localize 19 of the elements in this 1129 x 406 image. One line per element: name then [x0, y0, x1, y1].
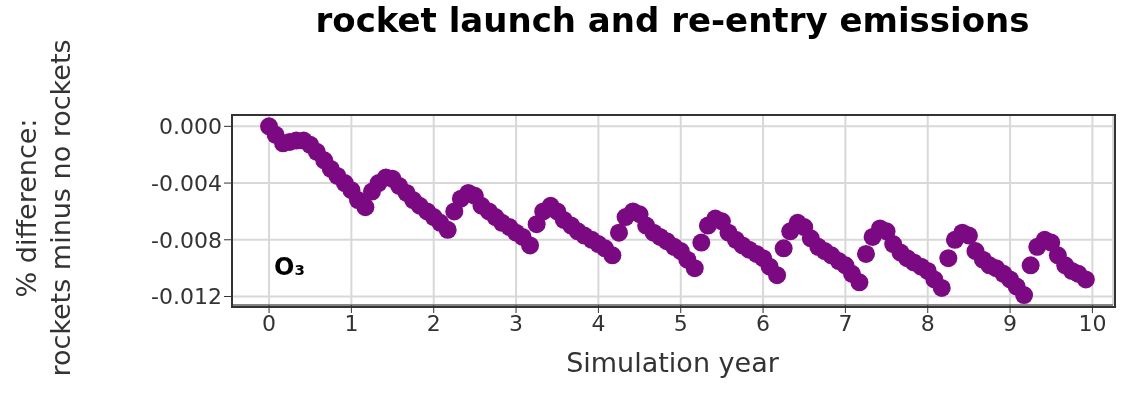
x-tick-label: 10	[1078, 310, 1107, 336]
x-tick-label: 8	[920, 310, 935, 336]
x-tick-label: 4	[591, 310, 606, 336]
y-tick-label: -0.008	[151, 227, 222, 253]
x-tick-label: 1	[344, 310, 359, 336]
y-axis-title: % difference: rockets minus no rockets	[10, 38, 77, 379]
x-tick-label: 9	[1003, 310, 1018, 336]
annotation: O₃	[274, 253, 305, 281]
x-tick-label: 0	[262, 310, 277, 336]
x-tick-label: 3	[509, 310, 524, 336]
x-tick-label: 5	[673, 310, 688, 336]
x-tick-label: 6	[756, 310, 771, 336]
x-axis-title: Simulation year	[565, 347, 780, 378]
chart-title: rocket launch and re-entry emissions	[314, 0, 1031, 40]
y-tick-label: -0.012	[151, 284, 222, 310]
x-tick-label: 7	[838, 310, 853, 336]
y-tick-label: 0.000	[159, 114, 222, 140]
x-tick-label: 2	[426, 310, 441, 336]
y-tick-label: -0.004	[151, 170, 222, 196]
